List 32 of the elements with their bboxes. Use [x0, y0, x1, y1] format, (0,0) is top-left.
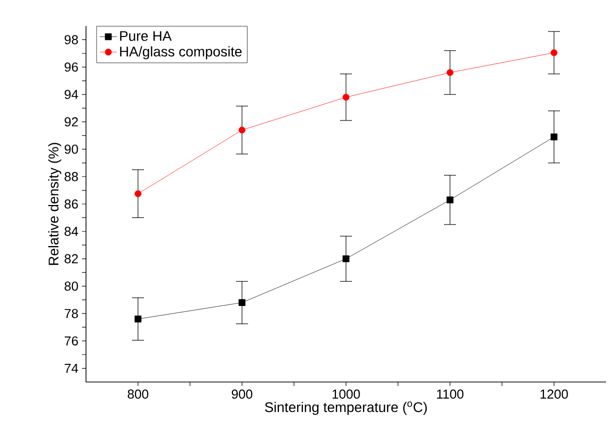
- legend-label: HA/glass composite: [120, 46, 242, 60]
- x-tick-label: 1100: [437, 390, 464, 399]
- point: [446, 196, 454, 204]
- y-tick-label: 86: [64, 199, 78, 209]
- y-tick-label: 82: [64, 254, 78, 264]
- x-axis-title: Sintering temperature ($^{o}$C): [265, 402, 427, 415]
- legend-label: Pure HA: [120, 31, 172, 41]
- y-tick-label: 96: [64, 62, 78, 72]
- point: [134, 190, 142, 198]
- point: [238, 299, 246, 306]
- y-tick-label: 94: [64, 90, 78, 100]
- x-tick-label: 1200: [540, 390, 568, 399]
- x-tick-label: 800: [128, 390, 148, 399]
- y-tick-label: 84: [64, 226, 78, 236]
- y-tick-label: 88: [64, 172, 78, 182]
- point: [342, 94, 350, 101]
- y-tick-label: 76: [64, 336, 78, 346]
- y-tick-label: 92: [64, 117, 78, 126]
- y-axis-title: Relative density (%): [48, 142, 62, 265]
- y-tick-label: 74: [64, 364, 78, 373]
- y-tick-label: 80: [64, 282, 78, 291]
- y-tick-label: 78: [64, 308, 78, 318]
- y-tick-label: 90: [64, 144, 78, 154]
- point: [342, 255, 350, 262]
- y-tick-label: 98: [64, 35, 78, 44]
- point: [446, 69, 454, 76]
- point: [550, 134, 558, 140]
- point: [238, 126, 246, 134]
- x-tick-label: 1000: [332, 390, 360, 399]
- x-tick-label: 900: [232, 390, 252, 399]
- point: [134, 316, 142, 322]
- point: [550, 49, 558, 56]
